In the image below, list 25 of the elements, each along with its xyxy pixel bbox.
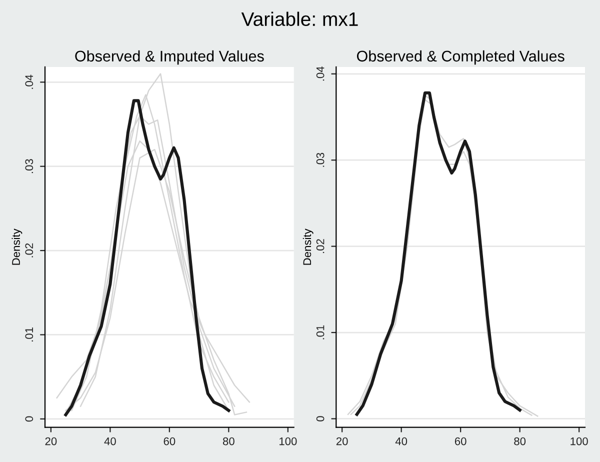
chart-title: Observed & Imputed Values bbox=[75, 50, 264, 65]
y-tick-label: .01 bbox=[316, 325, 324, 340]
y-tick-label: 0 bbox=[316, 416, 324, 422]
y-axis-title: Density bbox=[12, 228, 22, 265]
x-tick-label: 60 bbox=[164, 437, 176, 446]
y-tick-label: .04 bbox=[316, 66, 324, 81]
y-tick-label: .04 bbox=[25, 74, 34, 89]
y-tick-label: 0 bbox=[25, 416, 34, 422]
y-tick-label: .02 bbox=[316, 239, 324, 254]
x-tick-label: 100 bbox=[570, 437, 588, 446]
x-tick-label: 100 bbox=[280, 437, 297, 446]
x-tick-label: 60 bbox=[454, 437, 466, 446]
y-tick-label: .03 bbox=[25, 159, 34, 174]
y-tick-label: .01 bbox=[25, 328, 34, 342]
x-tick-label: 80 bbox=[222, 437, 234, 446]
y-tick-label: .02 bbox=[25, 243, 34, 258]
y-tick-label: .03 bbox=[316, 152, 324, 167]
x-tick-label: 40 bbox=[395, 437, 408, 446]
y-axis-title: Density bbox=[302, 228, 314, 265]
text: Variable: mx1 bbox=[241, 12, 358, 26]
x-tick-label: 80 bbox=[514, 437, 526, 446]
chart-title: Observed & Completed Values bbox=[356, 50, 564, 65]
x-tick-label: 20 bbox=[336, 437, 348, 446]
x-tick-label: 40 bbox=[104, 437, 116, 446]
x-tick-label: 20 bbox=[45, 437, 57, 446]
